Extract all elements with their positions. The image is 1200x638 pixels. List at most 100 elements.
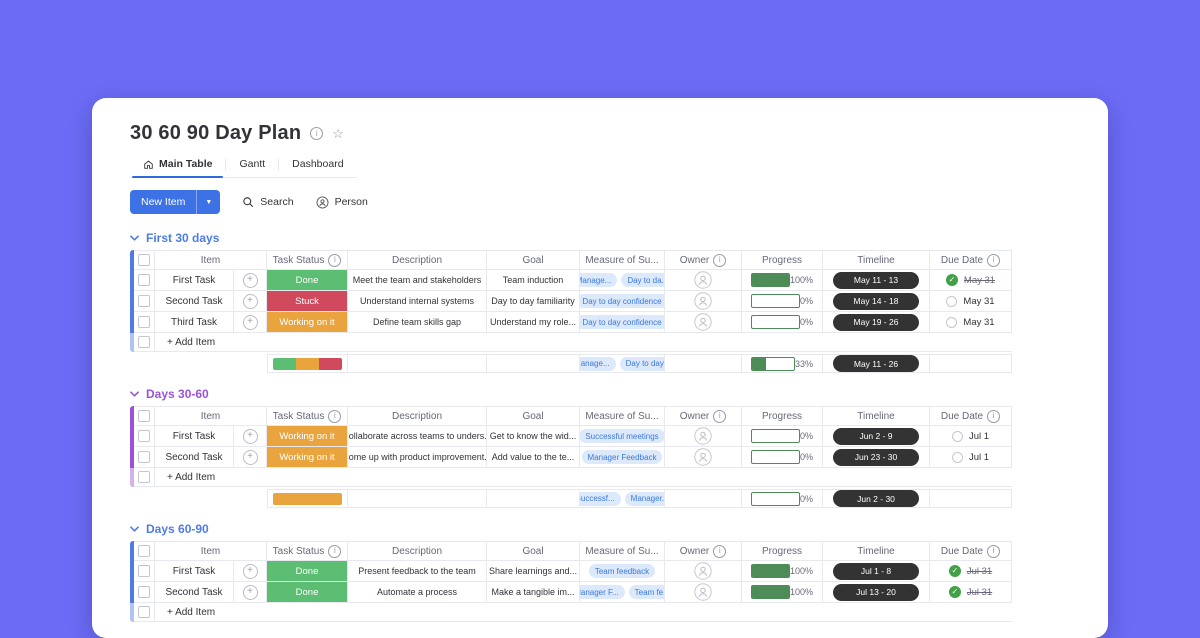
due-date-cell[interactable]: ✓ May 31 xyxy=(930,270,1012,291)
chat-plus-icon[interactable]: + xyxy=(242,428,258,444)
owner-cell[interactable] xyxy=(665,447,742,468)
timeline-cell[interactable]: May 11 - 13 xyxy=(823,270,930,291)
column-header-item[interactable]: Item xyxy=(155,406,267,426)
item-cell[interactable]: First Task + xyxy=(155,561,267,582)
row-checkbox[interactable] xyxy=(138,430,150,442)
timeline-pill[interactable]: Jul 13 - 20 xyxy=(833,583,919,601)
chevron-down-icon[interactable]: ▼ xyxy=(196,190,220,214)
empty-circle-icon[interactable] xyxy=(946,316,958,328)
measure-chip[interactable]: Day to day confidence xyxy=(580,294,664,308)
item-cell[interactable]: Second Task + xyxy=(155,447,267,468)
timeline-pill[interactable]: Jun 2 - 9 xyxy=(833,427,919,445)
owner-cell[interactable] xyxy=(665,270,742,291)
row-checkbox[interactable] xyxy=(138,274,150,286)
column-header-goal[interactable]: Goal xyxy=(487,250,580,270)
select-all-checkbox[interactable] xyxy=(138,545,150,557)
timeline-pill[interactable]: May 19 - 26 xyxy=(833,313,919,331)
measure-chip[interactable]: Manager F... xyxy=(580,585,625,599)
chat-cell[interactable]: + xyxy=(233,426,266,446)
column-header-status[interactable]: Task Status i xyxy=(267,406,348,426)
timeline-pill[interactable]: Jun 23 - 30 xyxy=(833,448,919,466)
status-cell[interactable]: Working on it xyxy=(267,426,348,447)
chat-plus-icon[interactable]: + xyxy=(242,584,258,600)
info-icon[interactable]: i xyxy=(713,409,727,423)
timeline-pill[interactable]: May 11 - 26 xyxy=(833,355,919,372)
item-cell[interactable]: Second Task + xyxy=(155,582,267,603)
info-icon[interactable]: i xyxy=(987,409,1001,423)
owner-cell[interactable] xyxy=(665,561,742,582)
row-checkbox[interactable] xyxy=(138,451,150,463)
info-icon[interactable]: i xyxy=(987,544,1001,558)
add-item-button[interactable]: + Add Item xyxy=(155,333,1012,352)
column-header-goal[interactable]: Goal xyxy=(487,406,580,426)
measure-cell[interactable]: Manager Feedback xyxy=(580,447,665,468)
progress-cell[interactable]: 100% xyxy=(742,270,823,291)
info-icon[interactable]: i xyxy=(328,409,342,423)
due-date-cell[interactable]: Jul 1 xyxy=(930,426,1012,447)
status-cell[interactable]: Working on it xyxy=(267,447,348,468)
timeline-pill[interactable]: Jun 2 - 30 xyxy=(833,490,919,507)
column-header-measure[interactable]: Measure of Su... xyxy=(580,406,665,426)
measure-chip[interactable]: Manage... xyxy=(580,273,618,287)
column-header-description[interactable]: Description xyxy=(348,541,487,561)
description-cell[interactable]: Come up with product improvement... xyxy=(348,447,487,468)
measure-chip[interactable]: Day to da... xyxy=(621,273,664,287)
chat-cell[interactable]: + xyxy=(233,582,266,602)
select-all-checkbox[interactable] xyxy=(138,254,150,266)
progress-cell[interactable]: 0% xyxy=(742,312,823,333)
empty-circle-icon[interactable] xyxy=(946,295,958,307)
column-header-goal[interactable]: Goal xyxy=(487,541,580,561)
search-button[interactable]: Search xyxy=(242,196,294,208)
measure-cell[interactable]: Day to day confidence xyxy=(580,312,665,333)
status-cell[interactable]: Done xyxy=(267,561,348,582)
group-title[interactable]: Days 30-60 xyxy=(130,387,209,401)
info-icon[interactable]: i xyxy=(713,253,727,267)
column-header-item[interactable]: Item xyxy=(155,541,267,561)
column-header-due-date[interactable]: Due Date i xyxy=(930,541,1012,561)
empty-circle-icon[interactable] xyxy=(951,430,963,442)
chat-cell[interactable]: + xyxy=(233,312,266,332)
item-cell[interactable]: First Task + xyxy=(155,426,267,447)
goal-cell[interactable]: Team induction xyxy=(487,270,580,291)
status-distribution-bar[interactable] xyxy=(273,357,342,370)
owner-cell[interactable] xyxy=(665,312,742,333)
status-cell[interactable]: Stuck xyxy=(267,291,348,312)
measure-chip[interactable]: Successf... xyxy=(580,491,621,506)
check-circle-icon[interactable]: ✓ xyxy=(948,586,961,598)
measure-chip[interactable]: Team feedback xyxy=(588,564,656,578)
column-header-owner[interactable]: Owner i xyxy=(665,541,742,561)
group-title[interactable]: Days 60-90 xyxy=(130,522,209,536)
item-cell[interactable]: Third Task + xyxy=(155,312,267,333)
due-date-cell[interactable]: May 31 xyxy=(930,312,1012,333)
goal-cell[interactable]: Add value to the te... xyxy=(487,447,580,468)
item-name[interactable]: Second Task xyxy=(165,586,223,598)
goal-cell[interactable]: Share learnings and... xyxy=(487,561,580,582)
chat-cell[interactable]: + xyxy=(233,561,266,581)
add-item-button[interactable]: + Add Item xyxy=(155,603,1012,622)
column-header-timeline[interactable]: Timeline xyxy=(823,250,930,270)
column-header-description[interactable]: Description xyxy=(348,250,487,270)
timeline-pill[interactable]: May 11 - 13 xyxy=(833,271,919,289)
item-name[interactable]: Second Task xyxy=(165,295,223,307)
chat-plus-icon[interactable]: + xyxy=(242,314,258,330)
chat-plus-icon[interactable]: + xyxy=(242,563,258,579)
goal-cell[interactable]: Day to day familiarity xyxy=(487,291,580,312)
check-circle-icon[interactable]: ✓ xyxy=(945,274,958,286)
row-checkbox[interactable] xyxy=(138,316,150,328)
row-checkbox[interactable] xyxy=(138,586,150,598)
chat-cell[interactable]: + xyxy=(233,291,266,311)
tab-dashboard[interactable]: Dashboard xyxy=(279,152,356,177)
column-header-item[interactable]: Item xyxy=(155,250,267,270)
row-checkbox[interactable] xyxy=(138,565,150,577)
description-cell[interactable]: Meet the team and stakeholders xyxy=(348,270,487,291)
column-header-measure[interactable]: Measure of Su... xyxy=(580,541,665,561)
measure-chip[interactable]: Team fe... xyxy=(628,585,664,599)
star-icon[interactable]: ☆ xyxy=(332,126,344,141)
empty-circle-icon[interactable] xyxy=(951,451,963,463)
column-header-progress[interactable]: Progress xyxy=(742,250,823,270)
progress-cell[interactable]: 100% xyxy=(742,561,823,582)
goal-cell[interactable]: Understand my role... xyxy=(487,312,580,333)
status-distribution-bar[interactable] xyxy=(273,492,342,505)
description-cell[interactable]: Define team skills gap xyxy=(348,312,487,333)
select-all-checkbox[interactable] xyxy=(138,410,150,422)
